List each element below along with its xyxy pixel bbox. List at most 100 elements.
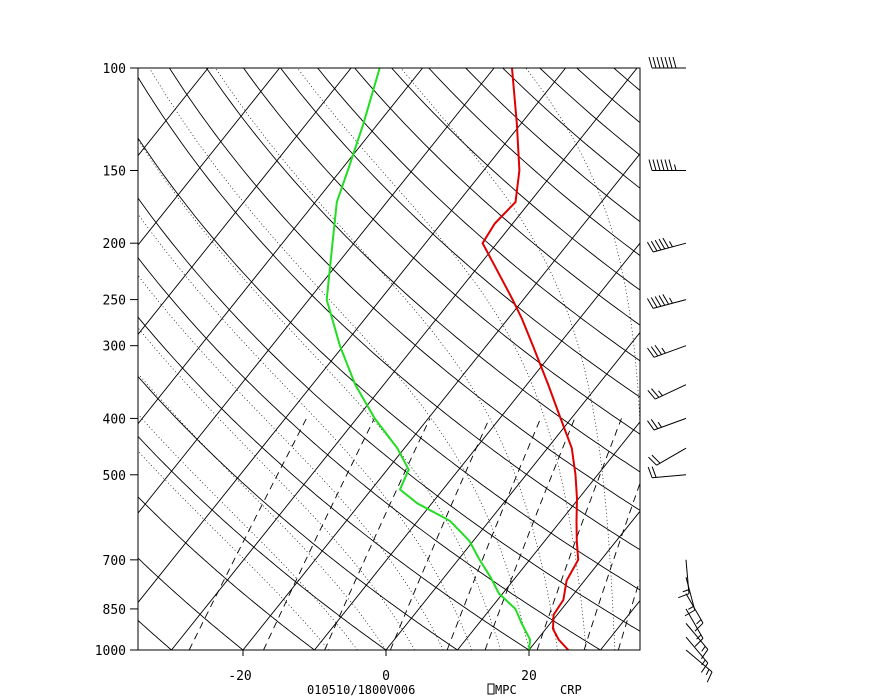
wind-barb-staff bbox=[685, 577, 696, 611]
dry-adiabat-line bbox=[138, 76, 640, 551]
wind-barb-flag bbox=[646, 241, 654, 253]
wind-barb-icon bbox=[685, 593, 704, 632]
isotherm-line bbox=[138, 68, 424, 425]
mixing-ratio-line bbox=[484, 418, 576, 650]
pressure-tick-label: 500 bbox=[103, 469, 126, 484]
wind-barb-icon bbox=[648, 159, 686, 171]
wind-barb-flag bbox=[650, 419, 659, 429]
pressure-axis: 100 150 200 250 300 400 500 700 850 1000 bbox=[95, 62, 138, 659]
pressure-tick-label: 850 bbox=[103, 603, 126, 618]
isotherm-line bbox=[528, 510, 640, 650]
wind-barb-icon bbox=[647, 384, 687, 400]
wind-barb-flag bbox=[650, 346, 659, 357]
dry-adiabat-line bbox=[138, 137, 640, 591]
temperature-tick-label: 20 bbox=[521, 669, 537, 684]
dry-adiabat-line bbox=[709, 55, 896, 662]
wind-barb-half-flag bbox=[701, 646, 706, 652]
wind-barb-flag bbox=[660, 159, 665, 171]
isotherm-line bbox=[138, 68, 352, 336]
wind-barb-flag bbox=[664, 159, 669, 171]
wind-barb-flag bbox=[654, 344, 662, 355]
wind-barb-half-flag bbox=[658, 390, 663, 396]
dry-adiabat-line bbox=[782, 55, 896, 662]
wind-barb-flag bbox=[662, 237, 670, 249]
wind-barb-flag bbox=[656, 159, 661, 171]
wind-barb-half-flag bbox=[682, 589, 689, 593]
temperature-axis: -20 0 20 bbox=[228, 650, 537, 684]
dry-adiabat-line bbox=[539, 68, 640, 156]
isotherm-line bbox=[664, 58, 896, 660]
wind-barb-half-flag bbox=[688, 605, 695, 610]
wind-barb-icon bbox=[646, 237, 687, 253]
dry-adiabat-line bbox=[138, 557, 244, 650]
pressure-tick-label: 250 bbox=[103, 294, 126, 309]
mixing-ratio-line bbox=[263, 418, 375, 650]
isotherm-line bbox=[170, 68, 638, 650]
wind-barb-flag bbox=[650, 297, 658, 308]
dry-adiabat-line bbox=[576, 68, 640, 124]
pressure-tick-label: 1000 bbox=[95, 644, 126, 659]
wind-barb-half-flag bbox=[696, 634, 702, 640]
temperature-tick-label: 0 bbox=[382, 669, 390, 684]
moist-adiabat-line bbox=[138, 139, 501, 650]
footer-time: 010510/1800V006 bbox=[307, 683, 415, 697]
isotherm-line bbox=[242, 153, 640, 650]
wind-barb-icon bbox=[647, 417, 687, 431]
wind-barb-icon bbox=[647, 466, 687, 479]
dry-adiabat-line bbox=[317, 68, 640, 362]
wind-barb-flag bbox=[700, 662, 709, 673]
mixing-ratio-line bbox=[188, 418, 307, 650]
dry-adiabat-line bbox=[138, 256, 602, 650]
dry-adiabat-line bbox=[205, 68, 640, 473]
wind-barb-flag bbox=[706, 671, 713, 683]
wind-barb-flag bbox=[651, 466, 657, 478]
wind-barb-icon bbox=[648, 447, 687, 466]
isotherm-line bbox=[313, 242, 640, 650]
wind-barb-flag bbox=[650, 240, 658, 252]
wind-barb-flag bbox=[656, 56, 661, 69]
wind-barb-flag bbox=[646, 298, 654, 309]
moist-adiabat-line bbox=[215, 68, 558, 650]
background-lines bbox=[0, 55, 896, 662]
footer-box-icon bbox=[487, 683, 495, 695]
wind-barb-half-flag bbox=[661, 347, 666, 354]
dry-adiabat-line bbox=[138, 316, 530, 650]
wind-barb-staff bbox=[685, 649, 713, 673]
pressure-tick-label: 100 bbox=[103, 62, 126, 77]
wind-barb-staff bbox=[653, 242, 687, 253]
isotherm-line bbox=[138, 68, 567, 604]
wind-barb-icon bbox=[648, 56, 686, 69]
wind-barb-staff bbox=[656, 447, 687, 466]
dry-adiabat-line bbox=[0, 55, 41, 662]
wind-barb-half-flag bbox=[669, 297, 673, 304]
wind-barb-flag bbox=[654, 239, 662, 251]
footer-source: MPC bbox=[495, 683, 517, 697]
wind-barb-staff bbox=[653, 417, 687, 431]
mixing-ratio-line bbox=[583, 482, 640, 650]
wind-barb-flag bbox=[684, 609, 696, 617]
moist-adiabat-line bbox=[138, 274, 444, 650]
wind-barb-flag bbox=[660, 56, 665, 69]
wind-barb-flag bbox=[647, 389, 656, 400]
dry-adiabat-line bbox=[138, 197, 640, 632]
moist-adiabat-line bbox=[400, 68, 616, 650]
moist-adiabat-line bbox=[138, 373, 387, 650]
wind-barb-flag bbox=[652, 159, 657, 171]
isotherm-line bbox=[138, 68, 495, 514]
pressure-tick-label: 400 bbox=[103, 412, 126, 427]
temperature-tick-label: -20 bbox=[228, 669, 251, 684]
moist-adiabat-line bbox=[149, 68, 530, 650]
wind-barb-staff bbox=[685, 608, 704, 639]
wind-barb-flag bbox=[658, 295, 666, 306]
moist-adiabat-line bbox=[525, 68, 640, 432]
wind-barbs bbox=[646, 56, 713, 683]
isotherm-line bbox=[807, 58, 896, 660]
wind-barb-icon bbox=[647, 344, 687, 358]
wind-barb-flag bbox=[647, 466, 653, 478]
dry-adiabat-line bbox=[613, 68, 640, 92]
dry-adiabat-line bbox=[354, 68, 640, 326]
wind-barb-half-flag bbox=[669, 241, 673, 248]
isotherm-line bbox=[138, 68, 281, 246]
footer-station: CRP bbox=[560, 683, 582, 697]
